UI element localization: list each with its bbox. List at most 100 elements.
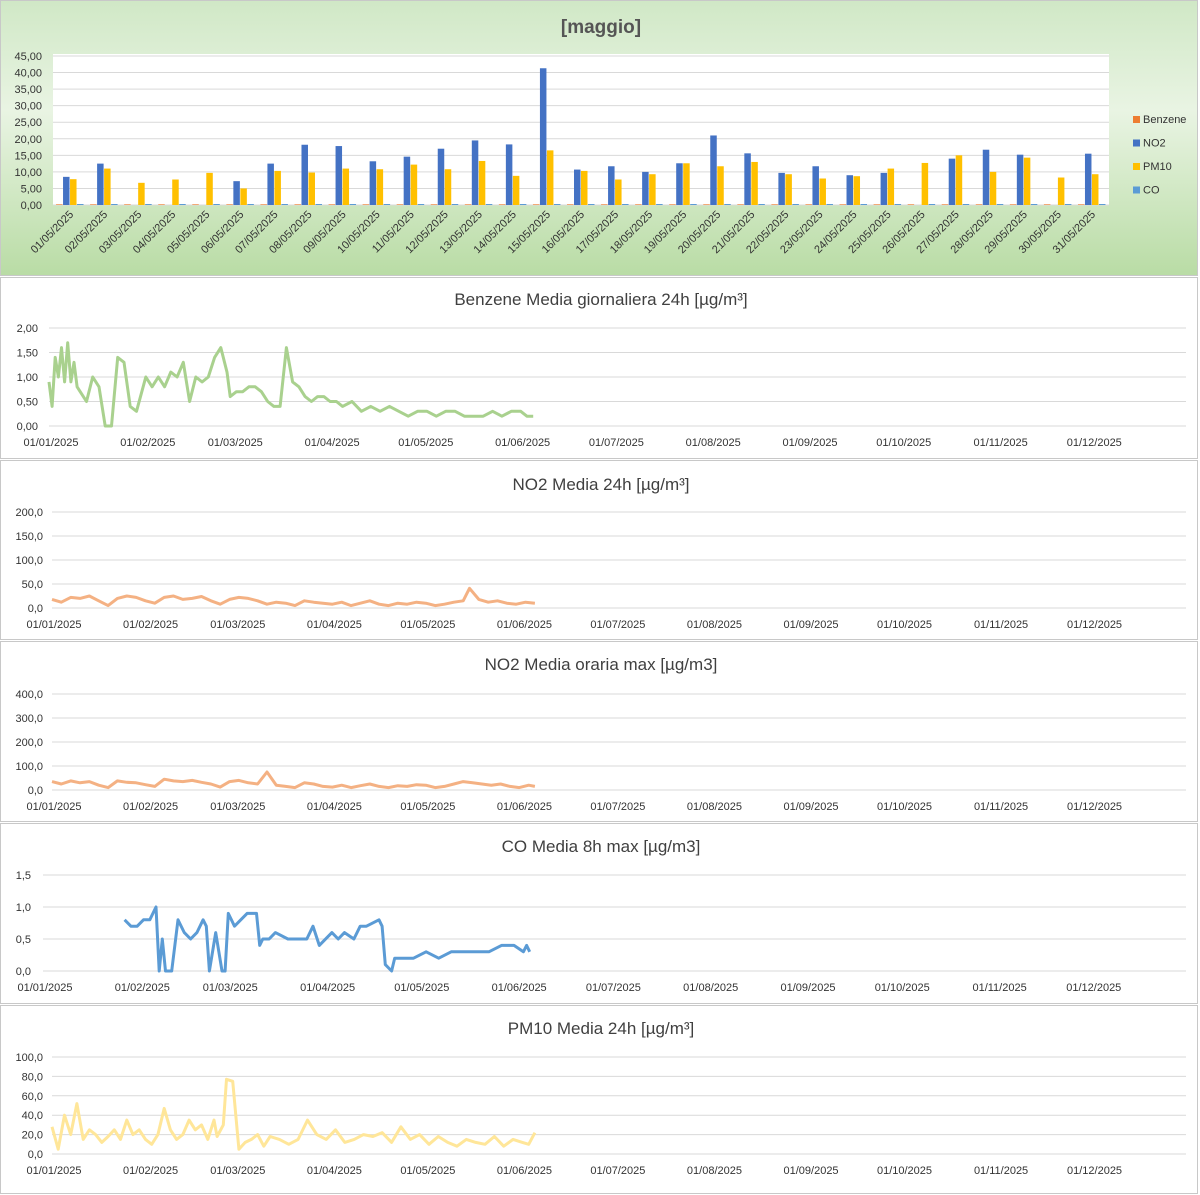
- bar-pm10: [478, 160, 486, 205]
- pm10-line-chart: PM10 Media 24h [µg/m³] 0,0 20,0 40,0 60,0 80,…: [15, 1019, 1186, 1177]
- x-tick-label: 01/11/2025: [974, 801, 1028, 813]
- chart-title: Benzene Media giornaliera 24h [µg/m³]: [454, 290, 747, 309]
- bar-no2: [676, 163, 683, 205]
- bar-no2: [505, 144, 513, 205]
- x-tick-label: 01/06/2025: [497, 1165, 552, 1177]
- bar-pm10: [649, 174, 656, 205]
- y-tick-label: 100,0: [15, 555, 43, 567]
- y-tick-label: 30,00: [14, 101, 42, 113]
- bar-pm10: [274, 170, 281, 205]
- bar-benzene: [532, 204, 540, 205]
- x-tick-label: 01/12/2025: [1067, 437, 1122, 449]
- bar-benzene: [567, 204, 574, 205]
- bar-pm10: [546, 150, 554, 205]
- y-tick-label: 1,0: [16, 902, 31, 914]
- bar-benzene: [260, 204, 267, 205]
- series-line: [47, 341, 534, 428]
- bar-benzene: [839, 204, 847, 205]
- bar-benzene: [601, 204, 608, 205]
- bar-pm10: [1023, 157, 1031, 205]
- legend-label-no2: NO2: [1143, 138, 1166, 150]
- y-tick-label: 100,0: [15, 761, 43, 773]
- x-tick-label: 01/05/2025: [400, 801, 455, 813]
- x-tick-label: 01/12/2025: [1067, 801, 1122, 813]
- bar-pm10: [172, 179, 179, 205]
- x-tick-label: 01/08/2025: [687, 619, 742, 631]
- x-tick-label: 01/01/2025: [26, 619, 81, 631]
- bar-co: [213, 204, 220, 205]
- x-tick-label: 01/06/2025: [495, 437, 550, 449]
- bar-benzene: [498, 204, 506, 205]
- bar-co: [792, 204, 799, 205]
- y-tick-label: 15,00: [14, 150, 42, 162]
- x-tick-label: 01/04/2025: [305, 437, 360, 449]
- bar-co: [1098, 204, 1106, 205]
- bar-co: [145, 204, 152, 205]
- bar-pm10: [785, 174, 792, 205]
- x-tick-label: 01/03/2025: [210, 1165, 265, 1177]
- y-tick-label: 0,0: [28, 603, 43, 615]
- bar-co: [349, 204, 357, 205]
- bar-pm10: [751, 161, 758, 205]
- x-tick-label: 01/03/2025: [208, 437, 263, 449]
- x-tick-label: 01/02/2025: [123, 1165, 178, 1177]
- x-tick-label: 01/12/2025: [1067, 1165, 1122, 1177]
- bar-benzene: [941, 204, 949, 205]
- x-tick-label: 01/10/2025: [876, 437, 931, 449]
- bar-co: [860, 204, 868, 205]
- x-tick-label: 01/04/2025: [307, 1165, 362, 1177]
- legend-swatch-pm10: [1133, 163, 1140, 170]
- x-tick-label: 01/02/2025: [123, 801, 178, 813]
- y-tick-label: 0,0: [16, 966, 31, 978]
- legend-swatch-benzene: [1133, 116, 1140, 123]
- y-tick-label: 0,50: [17, 397, 38, 409]
- bar-pm10: [921, 162, 929, 205]
- bar-no2: [812, 166, 819, 205]
- bar-pm10: [717, 166, 724, 205]
- y-tick-label: 400,0: [15, 689, 43, 701]
- legend-swatch-no2: [1133, 139, 1140, 147]
- bar-pm10: [308, 172, 315, 205]
- y-tick-label: 0,0: [28, 785, 43, 797]
- bar-benzene: [975, 204, 983, 205]
- bar-no2: [778, 172, 785, 205]
- pm10-chart-panel: PM10 Media 24h [µg/m³] 0,0 20,0 40,0 60,0 80,…: [0, 1005, 1198, 1194]
- bar-co: [179, 204, 186, 205]
- x-tick-label: 01/09/2025: [783, 437, 838, 449]
- series-line: [123, 905, 532, 973]
- legend-label-benzene: Benzene: [1143, 114, 1186, 126]
- chart-title: NO2 Media oraria max [µg/m3]: [485, 655, 718, 674]
- y-tick-label: 50,0: [22, 579, 43, 591]
- bar-pm10: [104, 168, 111, 205]
- bar-co: [111, 204, 118, 205]
- x-tick-label: 01/04/2025: [300, 982, 355, 994]
- bar-no2: [1084, 153, 1092, 205]
- x-tick-label: 01/05/2025: [400, 1165, 455, 1177]
- x-tick-label: 01/12/2025: [1067, 619, 1122, 631]
- chart-title: CO Media 8h max [µg/m3]: [502, 837, 701, 856]
- bar-benzene: [873, 204, 881, 205]
- x-tick-label: 01/07/2025: [586, 982, 641, 994]
- bar-no2: [846, 175, 854, 205]
- x-tick-label: 01/05/2025: [400, 619, 455, 631]
- x-tick-label: 01/03/2025: [210, 801, 265, 813]
- no2-24h-line-chart: NO2 Media 24h [µg/m³] 0,0 50,0 100,0 150,0 20…: [15, 475, 1186, 631]
- legend-label-co: CO: [1143, 185, 1160, 197]
- bar-co: [758, 204, 765, 205]
- benzene-chart-panel: Benzene Media giornaliera 24h [µg/m³] 0,0…: [0, 277, 1198, 459]
- bar-co: [996, 204, 1004, 205]
- bar-pm10: [955, 155, 963, 205]
- bar-benzene: [396, 204, 404, 205]
- x-tick-label: 01/07/2025: [589, 437, 644, 449]
- x-tick-label: 01/01/2025: [26, 801, 81, 813]
- chart-title: PM10 Media 24h [µg/m³]: [508, 1019, 695, 1038]
- y-tick-label: 200,0: [15, 737, 43, 749]
- bar-benzene: [771, 204, 778, 205]
- bar-pm10: [240, 188, 247, 205]
- bar-co: [77, 204, 84, 205]
- bar-chart-panel: [maggio] 0,00 5,00 10,00 15,00 20,00 25,00 30,0…: [0, 0, 1198, 276]
- legend-label-pm10: PM10: [1143, 161, 1172, 173]
- bar-benzene: [362, 204, 370, 205]
- y-tick-label: 0,00: [17, 421, 38, 433]
- bar-pm10: [1091, 174, 1099, 205]
